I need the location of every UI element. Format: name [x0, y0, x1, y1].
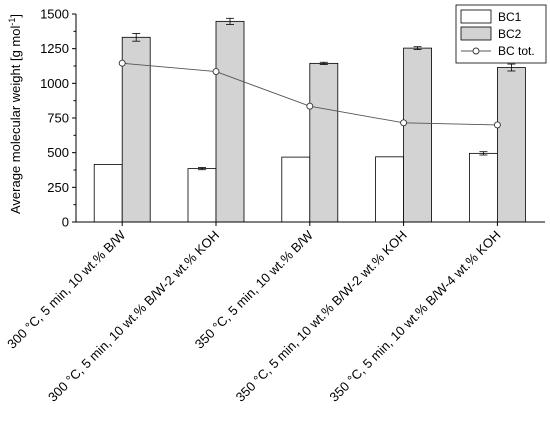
- y-tick-label: 1500: [40, 7, 69, 22]
- legend-label: BC tot.: [498, 44, 535, 58]
- legend: BC1 BC2 BC tot.: [455, 4, 547, 64]
- bar-bc1-4: [375, 156, 405, 223]
- bar-layer: [93, 17, 526, 223]
- line-point-2: [212, 68, 220, 75]
- y-axis-label-bracket: ]: [8, 14, 23, 18]
- line-point-5: [493, 121, 501, 129]
- bar-bc2-1: [121, 36, 151, 223]
- error-bar: [413, 46, 422, 50]
- line-point-4: [400, 119, 408, 127]
- y-tick-label: 0: [62, 215, 69, 230]
- error-bar: [319, 61, 328, 65]
- error-bar: [132, 33, 141, 42]
- legend-key-bc1: [460, 9, 492, 24]
- bar-bc1-2: [187, 168, 217, 223]
- bar-bc2-3: [309, 62, 339, 223]
- line-layer: [118, 59, 501, 129]
- y-tick-label: 750: [47, 111, 69, 126]
- error-bar: [479, 151, 488, 156]
- bar-bc2-4: [403, 47, 433, 223]
- line-point-3: [306, 102, 314, 110]
- x-tick-label: 350 °C, 5 min, 10 wt.% B/W-2 wt.% KOH: [233, 228, 410, 405]
- legend-label: BC1: [498, 10, 522, 24]
- y-tick-label: 1000: [40, 76, 69, 91]
- error-bar: [226, 17, 234, 25]
- y-axis-label-text: Average molecular weight [g mol: [8, 26, 23, 214]
- legend-key-bc2: [460, 26, 492, 41]
- axes: 0 250 500 750 1000 1250 1500 300 °C, 5 min, 10 …: [4, 7, 545, 405]
- bar-bc1-5: [468, 152, 498, 223]
- legend-key-bctot-marker: [472, 47, 480, 55]
- x-tick-label: 350 °C, 5 min, 10 wt.% B/W-4 wt.% KOH: [326, 228, 503, 405]
- y-tick-label: 500: [47, 145, 69, 160]
- y-axis-label-superscript: -1: [7, 18, 17, 26]
- y-axis-label: Average molecular weight [g mol-1]: [7, 14, 23, 214]
- legend-label: BC2: [498, 27, 522, 41]
- error-bar: [198, 167, 206, 171]
- bar-bc2-5: [496, 67, 526, 223]
- line-point-1: [118, 59, 126, 67]
- bar-bc1-1: [93, 164, 123, 223]
- bar-bc2-2: [215, 20, 245, 223]
- bar-bc1-3: [281, 156, 311, 223]
- x-tick-label: 300 °C, 5 min, 10 wt.% B/W-2 wt.% KOH: [45, 228, 222, 405]
- y-tick-label: 1250: [40, 41, 69, 56]
- error-bar: [507, 63, 516, 72]
- y-tick-label: 250: [47, 180, 69, 195]
